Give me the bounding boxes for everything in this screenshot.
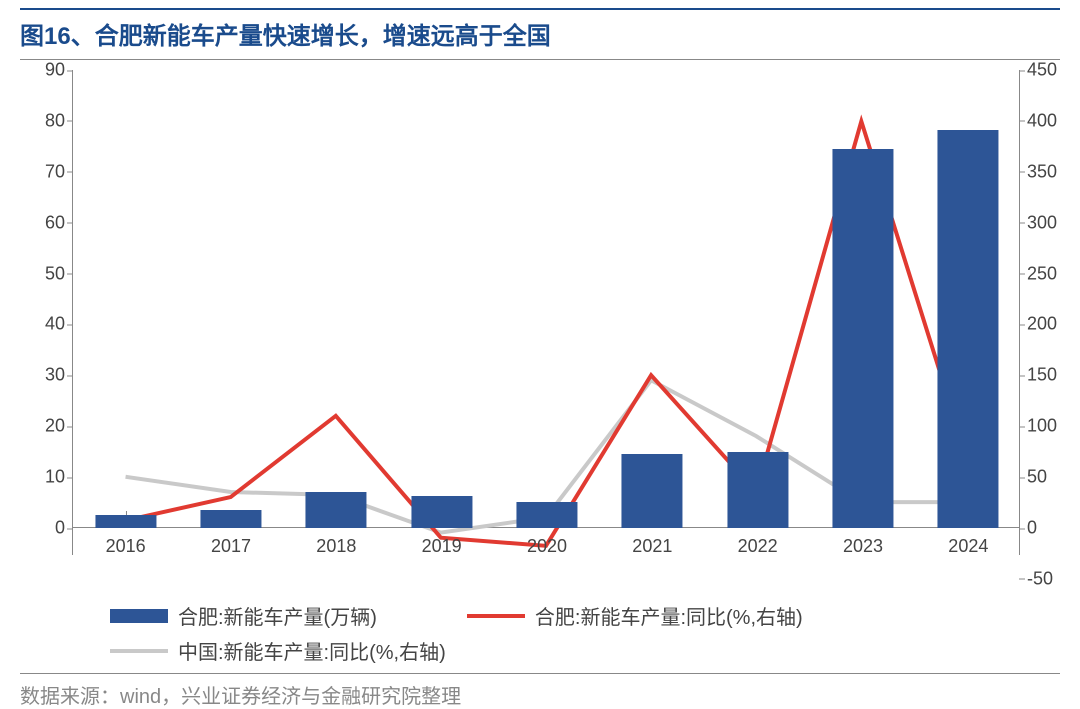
legend-label-bar: 合肥:新能车产量(万辆) [178, 601, 377, 630]
legend-label-line-0: 合肥:新能车产量:同比(%,右轴) [535, 601, 803, 630]
y-tick-right: 450 [1027, 60, 1069, 81]
y-tick-right: -50 [1027, 568, 1069, 589]
x-tick: 2018 [316, 536, 356, 557]
figure-container: 图16、合肥新能车产量快速增长，增速远高于全国 0102030405060708… [0, 0, 1080, 709]
y-tick-right: 0 [1027, 518, 1069, 539]
y-tick-left: 40 [33, 314, 65, 335]
legend-swatch-bar [110, 609, 168, 623]
y-tick-left: 80 [33, 110, 65, 131]
bar [200, 510, 261, 528]
x-tick: 2021 [632, 536, 672, 557]
legend-label-line-1: 中国:新能车产量:同比(%,右轴) [178, 636, 446, 665]
y-tick-right: 50 [1027, 467, 1069, 488]
legend-item-line-0: 合肥:新能车产量:同比(%,右轴) [467, 601, 803, 630]
x-tick: 2020 [527, 536, 567, 557]
legend-swatch-line-0 [467, 614, 525, 618]
x-tick: 2024 [948, 536, 988, 557]
y-tick-right: 300 [1027, 212, 1069, 233]
x-tick: 2017 [211, 536, 251, 557]
y-tick-left: 0 [33, 518, 65, 539]
x-tick: 2023 [843, 536, 883, 557]
plot-area: 0102030405060708090-50050100150200250300… [72, 70, 1020, 555]
bar [516, 502, 577, 528]
bar [622, 454, 683, 528]
bar [727, 452, 788, 528]
y-tick-right: 350 [1027, 161, 1069, 182]
y-tick-right: 200 [1027, 314, 1069, 335]
legend: 合肥:新能车产量(万辆) 合肥:新能车产量:同比(%,右轴) 中国:新能车产量:… [110, 601, 1010, 671]
y-tick-right: 150 [1027, 365, 1069, 386]
y-tick-left: 90 [33, 60, 65, 81]
y-tick-left: 70 [33, 161, 65, 182]
y-tick-left: 60 [33, 212, 65, 233]
chart-title: 图16、合肥新能车产量快速增长，增速远高于全国 [20, 23, 551, 50]
x-tick: 2022 [738, 536, 778, 557]
x-tick: 2019 [422, 536, 462, 557]
y-tick-right: 100 [1027, 416, 1069, 437]
title-bar: 图16、合肥新能车产量快速增长，增速远高于全国 [20, 8, 1060, 60]
legend-swatch-line-1 [110, 649, 168, 653]
bar [938, 130, 999, 528]
bar [95, 515, 156, 528]
y-tick-left: 30 [33, 365, 65, 386]
y-tick-left: 50 [33, 263, 65, 284]
y-tick-left: 10 [33, 467, 65, 488]
legend-item-line-1: 中国:新能车产量:同比(%,右轴) [110, 636, 446, 665]
legend-item-bar: 合肥:新能车产量(万辆) [110, 601, 377, 630]
y-tick-right: 250 [1027, 263, 1069, 284]
x-tick: 2016 [106, 536, 146, 557]
source-text: 数据来源：wind，兴业证券经济与金融研究院整理 [20, 686, 461, 708]
y-tick-left: 20 [33, 416, 65, 437]
bar [306, 492, 367, 528]
y-tick-right: 400 [1027, 110, 1069, 131]
bar [832, 149, 893, 528]
source-line: 数据来源：wind，兴业证券经济与金融研究院整理 [20, 673, 1060, 709]
bar [411, 496, 472, 528]
